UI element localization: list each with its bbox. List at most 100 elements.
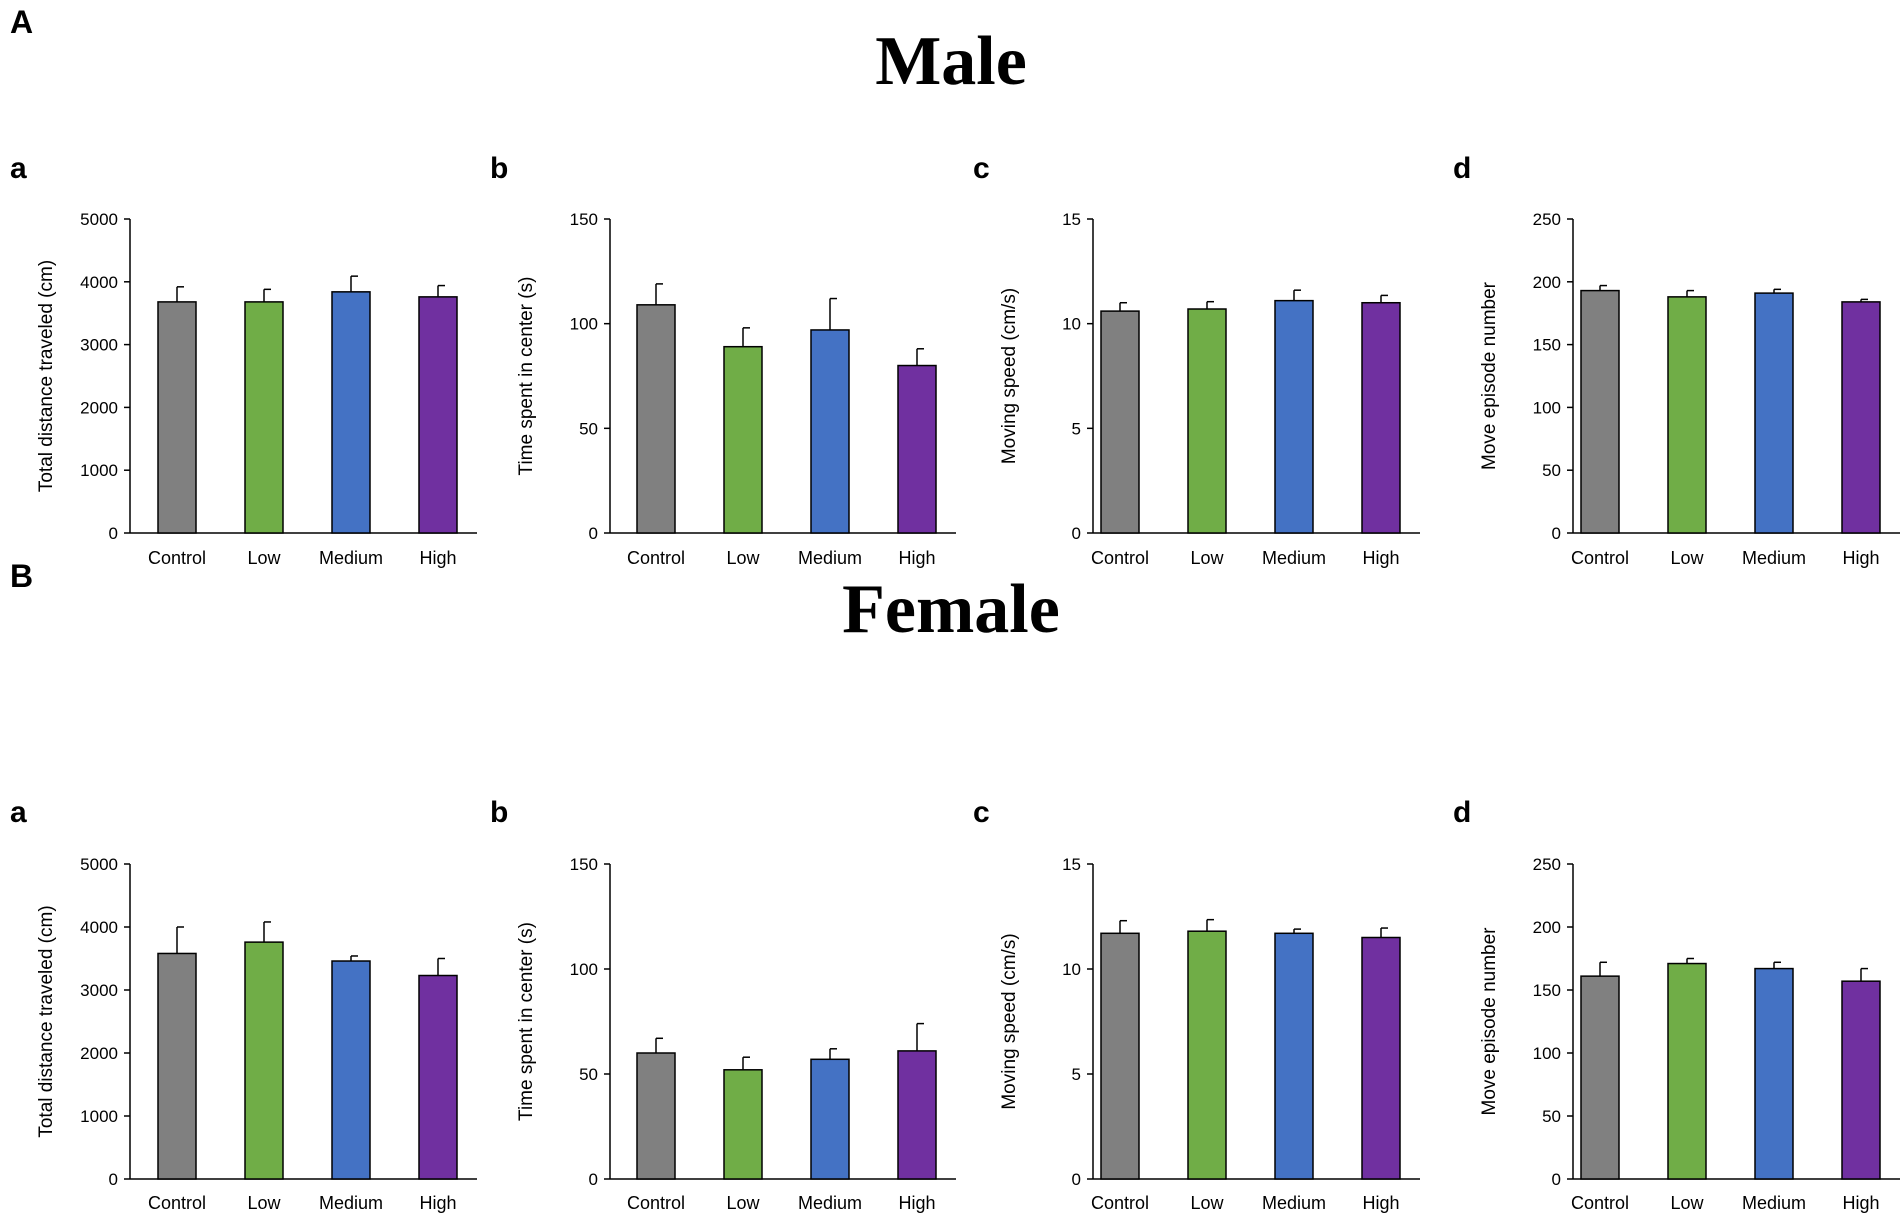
y-tick-label-female-a-5000: 5000 — [80, 855, 118, 874]
y-tick-label-male-a-0: 0 — [109, 524, 118, 543]
y-tick-label-male-a-2000: 2000 — [80, 398, 118, 417]
panel-label-female-d: d — [1453, 796, 1471, 829]
y-tick-label-male-d-0: 0 — [1552, 524, 1561, 543]
panel-female-c: c Moving speed (cm/s) 0 5 10 15 Control Low Medi… — [973, 796, 1420, 1213]
bar-male-b-high — [897, 364, 937, 534]
y-tick-label-female-d-250: 250 — [1533, 855, 1561, 874]
y-axis-title-female-c: Moving speed (cm/s) — [999, 933, 1020, 1109]
y-tick-label-female-a-2000: 2000 — [80, 1044, 118, 1063]
bar-female-c-high — [1361, 936, 1401, 1180]
y-tick-label-female-d-50: 50 — [1542, 1107, 1561, 1126]
bar-female-a-low — [244, 941, 284, 1180]
section-title-male: Male — [875, 23, 1027, 100]
y-axis-title-female-b: Time spent in center (s) — [516, 922, 537, 1121]
x-tick-label-female-a-low: Low — [247, 1193, 281, 1213]
panel-label-male-a: a — [10, 152, 27, 185]
y-tick-label-female-a-0: 0 — [109, 1170, 118, 1189]
x-tick-label-male-d-high: High — [1842, 548, 1879, 568]
panel-label-male-c: c — [973, 152, 990, 185]
x-tick-label-male-b-low: Low — [726, 548, 760, 568]
x-tick-label-female-c-medium: Medium — [1262, 1193, 1326, 1213]
bar-female-d-control — [1580, 975, 1620, 1180]
bar-male-a-control — [157, 301, 197, 534]
x-tick-label-female-a-medium: Medium — [319, 1193, 383, 1213]
x-tick-label-female-d-high: High — [1842, 1193, 1879, 1213]
panel-male-b: b Time spent in center (s) 0 50 100 150 Contro… — [490, 152, 956, 568]
x-tick-label-male-b-control: Control — [627, 548, 685, 568]
bar-male-d-medium — [1754, 292, 1794, 534]
y-tick-label-female-a-4000: 4000 — [80, 918, 118, 937]
x-tick-label-female-d-medium: Medium — [1742, 1193, 1806, 1213]
y-axis-title-female-a: Total distance traveled (cm) — [36, 905, 57, 1137]
x-tick-label-male-c-low: Low — [1190, 548, 1224, 568]
bar-female-c-medium — [1274, 932, 1314, 1180]
x-tick-label-female-b-high: High — [898, 1193, 935, 1213]
x-tick-label-female-d-control: Control — [1571, 1193, 1629, 1213]
bar-female-a-control — [157, 952, 197, 1180]
bar-male-b-control — [636, 304, 676, 534]
panel-male-c: c Moving speed (cm/s) 0 5 10 15 Control Low Medi… — [973, 152, 1420, 568]
x-tick-label-male-d-low: Low — [1670, 548, 1704, 568]
y-tick-label-female-a-1000: 1000 — [80, 1107, 118, 1126]
y-tick-label-male-d-250: 250 — [1533, 210, 1561, 229]
bar-male-c-control — [1100, 310, 1140, 534]
x-tick-label-male-b-high: High — [898, 548, 935, 568]
x-tick-label-female-c-low: Low — [1190, 1193, 1224, 1213]
y-tick-label-female-d-200: 200 — [1533, 918, 1561, 937]
panel-label-male-b: b — [490, 152, 508, 185]
bar-female-b-medium — [810, 1058, 850, 1180]
y-tick-label-male-d-50: 50 — [1542, 461, 1561, 480]
y-tick-label-female-a-3000: 3000 — [80, 981, 118, 1000]
x-tick-label-male-c-medium: Medium — [1262, 548, 1326, 568]
y-tick-label-male-d-200: 200 — [1533, 273, 1561, 292]
section-letter-a: A — [10, 4, 34, 40]
x-tick-label-female-a-control: Control — [148, 1193, 206, 1213]
y-tick-label-female-b-0: 0 — [589, 1170, 598, 1189]
panel-label-female-c: c — [973, 796, 990, 829]
panel-label-female-b: b — [490, 796, 508, 829]
panel-female-b: b Time spent in center (s) 0 50 100 150 Contro… — [490, 796, 956, 1213]
y-tick-label-male-b-0: 0 — [589, 524, 598, 543]
bar-male-b-medium — [810, 329, 850, 534]
bar-female-c-control — [1100, 932, 1140, 1180]
x-tick-label-male-d-control: Control — [1571, 548, 1629, 568]
bar-female-a-medium — [331, 960, 371, 1180]
y-tick-label-female-d-0: 0 — [1552, 1170, 1561, 1189]
bar-male-c-low — [1187, 308, 1227, 534]
bar-female-b-control — [636, 1052, 676, 1180]
x-tick-label-male-c-control: Control — [1091, 548, 1149, 568]
y-tick-label-male-a-1000: 1000 — [80, 461, 118, 480]
bar-male-a-low — [244, 301, 284, 534]
bar-male-d-high — [1841, 301, 1881, 534]
y-tick-label-female-b-50: 50 — [579, 1065, 598, 1084]
panel-label-male-d: d — [1453, 152, 1471, 185]
bar-female-c-low — [1187, 930, 1227, 1180]
y-tick-label-male-c-5: 5 — [1072, 419, 1081, 438]
bar-male-c-high — [1361, 301, 1401, 534]
x-tick-label-female-b-medium: Medium — [798, 1193, 862, 1213]
x-tick-label-female-b-low: Low — [726, 1193, 760, 1213]
bar-male-b-low — [723, 345, 763, 534]
x-tick-label-male-a-control: Control — [148, 548, 206, 568]
y-axis-title-female-d: Move episode number — [1479, 927, 1500, 1116]
x-tick-label-female-a-high: High — [419, 1193, 456, 1213]
x-tick-label-female-c-control: Control — [1091, 1193, 1149, 1213]
y-tick-label-female-c-0: 0 — [1072, 1170, 1081, 1189]
x-tick-label-male-a-high: High — [419, 548, 456, 568]
y-tick-label-female-b-100: 100 — [570, 960, 598, 979]
y-tick-label-male-a-3000: 3000 — [80, 336, 118, 355]
y-axis-title-male-d: Move episode number — [1479, 281, 1500, 470]
y-tick-label-male-b-100: 100 — [570, 315, 598, 334]
y-tick-label-male-d-150: 150 — [1533, 336, 1561, 355]
y-tick-label-male-c-0: 0 — [1072, 524, 1081, 543]
y-tick-label-female-c-5: 5 — [1072, 1065, 1081, 1084]
x-tick-label-female-c-high: High — [1362, 1193, 1399, 1213]
x-tick-label-male-a-medium: Medium — [319, 548, 383, 568]
panel-female-d: d Move episode number 0 50 100 150 200 250 Contr… — [1453, 796, 1900, 1213]
y-axis-title-male-c: Moving speed (cm/s) — [999, 288, 1020, 464]
x-tick-label-male-a-low: Low — [247, 548, 281, 568]
section-title-female: Female — [842, 571, 1060, 648]
panel-female-a: a Total distance traveled (cm) 0 1000 2000 30… — [10, 796, 477, 1213]
panel-male-d: d Move episode number 0 50 100 150 200 250 Contr… — [1453, 152, 1900, 568]
